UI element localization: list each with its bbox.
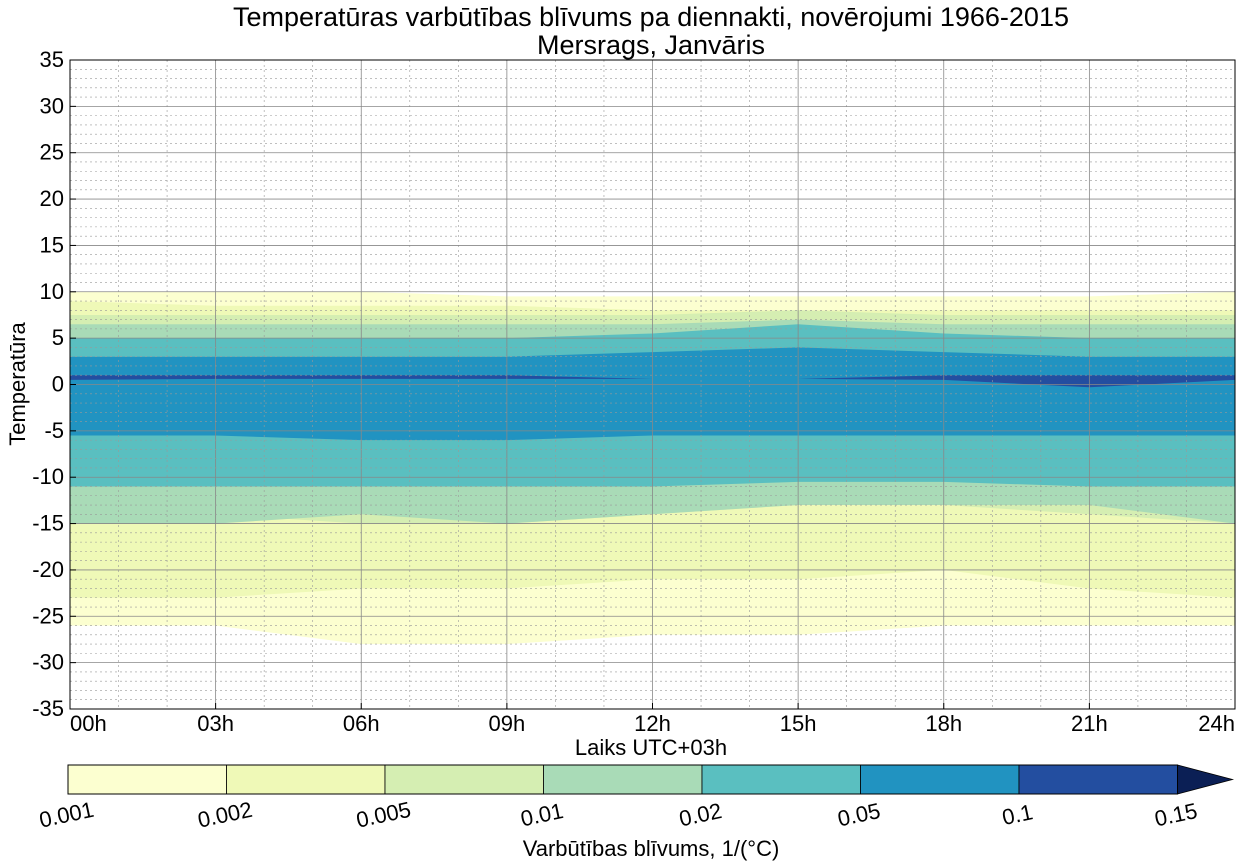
y-tick-label: 25 xyxy=(40,140,64,165)
colorbar: 0.001 0.002 0.005 0.01 0.02 0.05 0.1 0.15 xyxy=(37,764,1235,833)
y-axis: -35 -30 -25 -20 -15 -10 -5 0 5 10 15 20 25 30 35 xyxy=(32,47,76,721)
colorbar-segment-0.1 xyxy=(1018,764,1178,795)
x-axis: 00h 03h 06h 09h 12h 15h 18h 21h 24h xyxy=(69,703,1236,736)
grid-lines xyxy=(70,60,1235,709)
colorbar-label: Varbūtības blīvums, 1/(°C) xyxy=(523,836,780,861)
y-tick-label: -25 xyxy=(32,603,64,628)
colorbar-tick-label: 0.001 xyxy=(37,797,96,833)
y-tick-label: -20 xyxy=(32,557,64,582)
colorbar-segment-0.002 xyxy=(226,764,386,795)
colorbar-segment-0.05 xyxy=(860,764,1020,795)
colorbar-tick-label: 0.005 xyxy=(354,797,413,833)
colorbar-tick-label: 0.02 xyxy=(677,798,724,831)
colorbar-segment-0.001 xyxy=(67,764,227,795)
y-tick-label: -15 xyxy=(32,511,64,536)
x-tick-label: 06h xyxy=(343,711,380,736)
colorbar-segment-0.005 xyxy=(384,764,544,795)
colorbar-tick-label: 0.05 xyxy=(835,798,882,831)
chart-subtitle: Mersrags, Janvāris xyxy=(537,30,765,60)
y-axis-label: Temperatūra xyxy=(5,321,30,445)
colorbar-tick-label: 0.002 xyxy=(195,797,254,833)
x-tick-label: 00h xyxy=(70,711,107,736)
y-tick-label: 35 xyxy=(40,47,64,72)
y-tick-label: 5 xyxy=(52,325,64,350)
colorbar-extend-arrow xyxy=(1177,764,1235,795)
x-tick-label: 09h xyxy=(489,711,526,736)
colorbar-tick-label: 0.01 xyxy=(518,798,565,831)
x-tick-label: 24h xyxy=(1198,711,1235,736)
y-tick-label: 20 xyxy=(40,186,64,211)
y-tick-label: -5 xyxy=(44,418,64,443)
y-tick-label: 30 xyxy=(40,93,64,118)
colorbar-segment-0.01 xyxy=(543,764,703,795)
y-tick-label: 10 xyxy=(40,279,64,304)
colorbar-segment-0.02 xyxy=(701,764,861,795)
x-tick-label: 12h xyxy=(634,711,671,736)
y-tick-label: -10 xyxy=(32,464,64,489)
x-tick-label: 18h xyxy=(925,711,962,736)
y-tick-label: 15 xyxy=(40,232,64,257)
chart-title: Temperatūras varbūtības blīvums pa dienn… xyxy=(233,2,1069,32)
x-tick-label: 15h xyxy=(780,711,817,736)
y-tick-label: -35 xyxy=(32,696,64,721)
x-tick-label: 21h xyxy=(1071,711,1108,736)
y-tick-label: 0 xyxy=(52,372,64,397)
y-tick-label: -30 xyxy=(32,650,64,675)
colorbar-tick-label: 0.1 xyxy=(1000,799,1035,830)
x-tick-label: 03h xyxy=(197,711,234,736)
colorbar-tick-label: 0.15 xyxy=(1152,798,1199,831)
x-axis-label: Laiks UTC+03h xyxy=(575,735,727,760)
colorbar-frame xyxy=(67,764,1178,795)
